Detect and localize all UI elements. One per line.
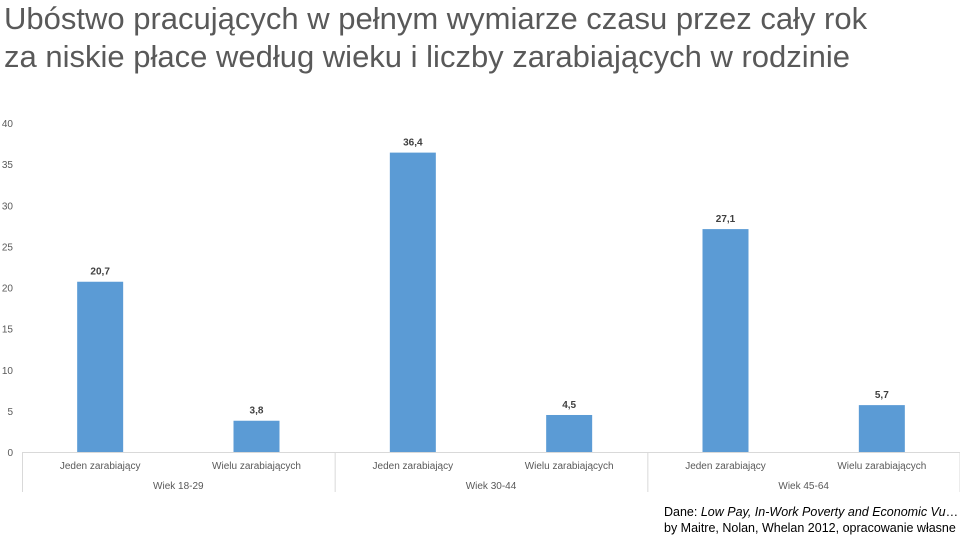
source-line-1: Dane: Low Pay, In-Work Poverty and Econo… bbox=[664, 504, 960, 520]
source-note: Dane: Low Pay, In-Work Poverty and Econo… bbox=[664, 504, 960, 536]
data-label: 20,7 bbox=[90, 267, 110, 278]
bar bbox=[546, 414, 593, 452]
y-tick-label: 35 bbox=[2, 160, 14, 171]
chart-title-line-2: za niskie płace według wieku i liczby za… bbox=[4, 39, 851, 74]
group-label: Wiek 30-44 bbox=[466, 481, 517, 492]
data-label: 4,5 bbox=[562, 400, 576, 411]
group-label: Wiek 45-64 bbox=[778, 481, 829, 492]
chart-title: Ubóstwo pracujących w pełnym wymiarze cz… bbox=[4, 0, 954, 76]
x-tick-label: Jeden zarabiający bbox=[685, 461, 766, 472]
x-tick-label: Wielu zarabiających bbox=[837, 461, 926, 472]
bar bbox=[858, 405, 905, 452]
x-tick-label: Wielu zarabiających bbox=[212, 461, 301, 472]
x-tick-label: Wielu zarabiających bbox=[525, 461, 614, 472]
data-label: 5,7 bbox=[875, 390, 889, 401]
y-tick-label: 10 bbox=[2, 366, 14, 377]
source-prefix: Dane: bbox=[664, 505, 701, 519]
data-label: 3,8 bbox=[250, 406, 264, 417]
y-tick-label: 0 bbox=[7, 448, 13, 459]
group-label: Wiek 18-29 bbox=[153, 481, 204, 492]
bar bbox=[702, 229, 749, 452]
x-tick-label: Jeden zarabiający bbox=[60, 461, 141, 472]
data-label: 36,4 bbox=[403, 138, 423, 149]
chart-title-line-1: Ubóstwo pracujących w pełnym wymiarze cz… bbox=[4, 1, 868, 36]
y-tick-label: 40 bbox=[2, 119, 14, 130]
y-tick-label: 25 bbox=[2, 242, 14, 253]
data-label: 27,1 bbox=[716, 214, 736, 225]
y-tick-label: 30 bbox=[2, 201, 14, 212]
x-tick-label: Jeden zarabiający bbox=[373, 461, 454, 472]
bar bbox=[389, 152, 436, 453]
bar bbox=[77, 281, 124, 452]
y-tick-label: 20 bbox=[2, 284, 14, 295]
y-tick-label: 15 bbox=[2, 325, 14, 336]
bar bbox=[233, 420, 280, 452]
y-tick-label: 5 bbox=[7, 407, 13, 418]
source-title: Low Pay, In-Work Poverty and Economic Vu… bbox=[700, 505, 960, 519]
